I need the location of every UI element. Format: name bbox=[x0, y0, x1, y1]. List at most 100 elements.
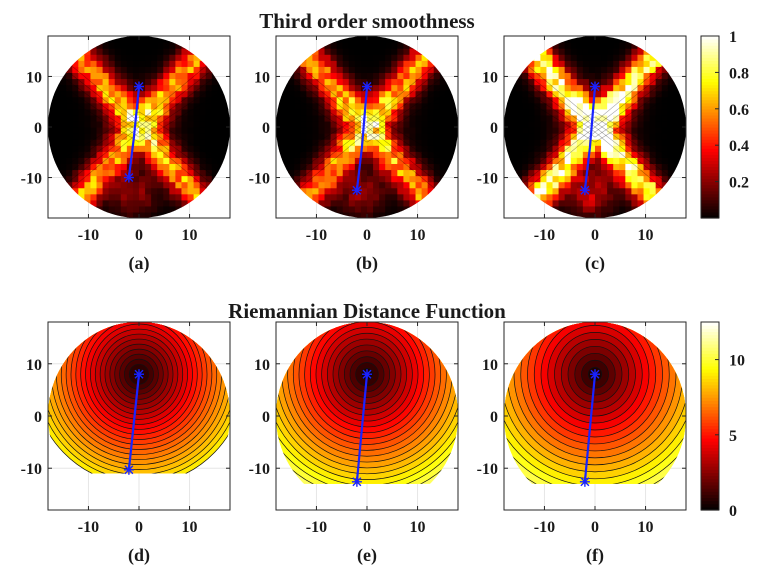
heat-cell bbox=[385, 145, 392, 152]
heat-cell bbox=[403, 60, 411, 67]
contour-line bbox=[276, 76, 458, 138]
heat-cell bbox=[318, 139, 326, 146]
heat-cell bbox=[409, 199, 417, 207]
heat-cell bbox=[217, 60, 225, 67]
heat-cell bbox=[342, 133, 350, 140]
panel-c bbox=[503, 35, 693, 219]
heat-cell bbox=[288, 199, 295, 207]
heat-cell bbox=[421, 108, 429, 116]
heat-cell bbox=[48, 151, 55, 158]
heat-cell bbox=[193, 120, 201, 128]
colorbar-segment bbox=[701, 337, 719, 342]
heat-cell bbox=[433, 193, 441, 201]
heat-cell bbox=[193, 199, 201, 207]
heat-cell bbox=[114, 102, 122, 110]
colorbar bbox=[700, 321, 720, 511]
heat-cell bbox=[576, 199, 584, 207]
heat-cell bbox=[445, 36, 453, 43]
heat-cell bbox=[324, 54, 332, 61]
heat-cell bbox=[282, 54, 289, 61]
heat-cell bbox=[90, 145, 98, 152]
heat-cell bbox=[613, 36, 620, 43]
heat-cell bbox=[631, 187, 639, 195]
heat-cell bbox=[145, 84, 152, 92]
heat-cell bbox=[516, 120, 523, 128]
heat-cell bbox=[534, 139, 541, 146]
heat-cell bbox=[528, 187, 535, 195]
heat-cell bbox=[54, 54, 61, 61]
heat-cell bbox=[415, 84, 423, 92]
heat-cell bbox=[588, 90, 596, 98]
heat-cell bbox=[516, 66, 523, 73]
heat-cell bbox=[157, 36, 164, 43]
heat-cell bbox=[108, 187, 116, 195]
heat-cell bbox=[564, 181, 572, 189]
heat-cell bbox=[163, 90, 170, 98]
heat-cell bbox=[510, 169, 517, 177]
y-tick-label: -10 bbox=[21, 171, 42, 188]
heat-cell bbox=[276, 66, 283, 73]
heat-cell bbox=[458, 176, 465, 183]
heat-cell bbox=[385, 54, 392, 61]
heat-cell bbox=[348, 187, 356, 195]
heat-cell bbox=[522, 108, 529, 116]
heat-cell bbox=[342, 84, 350, 92]
heat-cell bbox=[655, 193, 663, 201]
heat-cell bbox=[686, 212, 693, 219]
colorbar-segment bbox=[701, 184, 719, 189]
heat-cell bbox=[546, 90, 554, 98]
heat-cell bbox=[391, 90, 398, 98]
heat-cell bbox=[619, 48, 626, 55]
heat-cell bbox=[673, 36, 681, 43]
heat-cell bbox=[570, 211, 578, 218]
heat-cell bbox=[686, 103, 693, 110]
heat-cell bbox=[66, 78, 73, 86]
heat-cell bbox=[631, 48, 639, 55]
heat-cell bbox=[643, 139, 651, 146]
heat-cell bbox=[445, 187, 453, 195]
geodesic-path bbox=[355, 86, 369, 191]
heat-cell bbox=[667, 54, 675, 61]
heat-cell bbox=[324, 102, 332, 110]
heat-cell bbox=[667, 157, 675, 164]
heat-cell bbox=[294, 205, 301, 213]
heat-cell bbox=[613, 199, 620, 207]
heat-cell bbox=[66, 84, 73, 92]
heat-cell bbox=[391, 145, 398, 152]
heat-cell bbox=[151, 211, 158, 218]
colorbar-segment bbox=[701, 478, 719, 483]
heat-cell bbox=[90, 139, 98, 146]
heat-cell bbox=[540, 145, 548, 152]
heat-cell bbox=[649, 90, 657, 98]
heat-cell bbox=[546, 163, 554, 171]
heat-cell bbox=[582, 163, 590, 171]
heat-cell bbox=[595, 139, 602, 146]
heat-cell bbox=[342, 193, 350, 201]
heat-cell bbox=[385, 133, 392, 140]
heat-cell bbox=[686, 54, 693, 61]
heat-cell bbox=[360, 96, 368, 104]
heat-cell bbox=[595, 205, 602, 213]
heat-cell bbox=[367, 48, 374, 55]
heat-cell bbox=[516, 108, 523, 116]
geodesic-path bbox=[583, 374, 597, 482]
heat-cell bbox=[294, 133, 301, 140]
heat-cell bbox=[588, 48, 596, 55]
heat-cell bbox=[276, 114, 283, 122]
heat-cell bbox=[66, 139, 73, 146]
heat-cell bbox=[373, 151, 380, 158]
heat-cell bbox=[637, 72, 645, 80]
heat-cell bbox=[181, 66, 189, 73]
heat-cell bbox=[522, 175, 529, 183]
heat-cell bbox=[619, 133, 626, 140]
heat-cell bbox=[570, 157, 578, 164]
heat-cell bbox=[163, 181, 170, 189]
heat-cell bbox=[139, 163, 146, 171]
heat-cell bbox=[661, 181, 669, 189]
heat-cell bbox=[673, 193, 681, 201]
heat-cell bbox=[576, 36, 584, 43]
heat-cell bbox=[324, 199, 332, 207]
heat-cell bbox=[458, 97, 465, 104]
heat-cell bbox=[360, 60, 368, 67]
heat-cell bbox=[397, 114, 404, 122]
